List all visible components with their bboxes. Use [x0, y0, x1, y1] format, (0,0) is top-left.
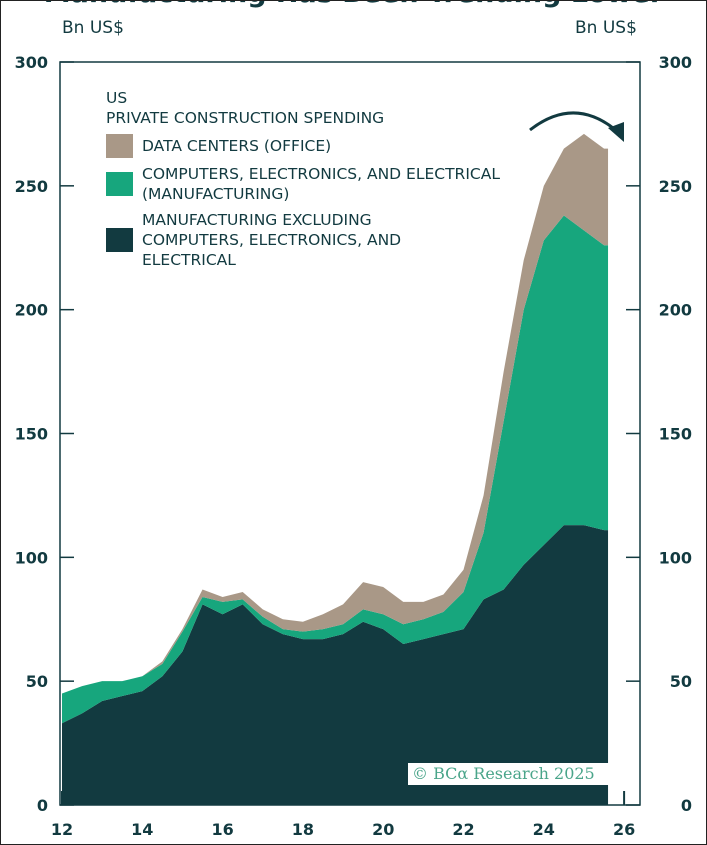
y-tick-label-right: 200: [659, 301, 692, 320]
y-tick-label-right: 100: [659, 548, 692, 567]
y-tick-label-left: 50: [26, 672, 48, 691]
y-tick-label-right: 250: [659, 177, 692, 196]
x-tick-label: 26: [613, 820, 635, 839]
x-tick-label: 12: [51, 820, 73, 839]
legend-swatch: [106, 134, 133, 158]
y-tick-label-right: 0: [681, 796, 692, 815]
y-tick-label-left: 150: [15, 425, 48, 444]
y-tick-label-left: 200: [15, 301, 48, 320]
area-data-centers: [62, 133, 609, 694]
y-axis-label-left: Bn US$: [62, 18, 124, 38]
x-tick-label: 16: [211, 820, 233, 839]
area-manufacturing-ex: [62, 525, 609, 805]
trend-arrow-icon: [529, 111, 619, 134]
chart-title: Manufacturing Has Been Trending Lower: [0, 0, 707, 9]
x-tick-label: 20: [372, 820, 394, 839]
legend-title-line-1: US: [106, 89, 128, 107]
y-tick-label-left: 0: [37, 796, 48, 815]
legend: US PRIVATE CONSTRUCTION SPENDING DATA CE…: [106, 88, 532, 270]
legend-label: COMPUTERS, ELECTRONICS, AND ELECTRICAL (…: [142, 165, 500, 203]
y-tick-label-right: 300: [659, 53, 692, 72]
x-tick-label: 24: [533, 820, 555, 839]
legend-item-data-centers: DATA CENTERS (OFFICE): [106, 134, 532, 158]
legend-swatch: [106, 172, 133, 196]
y-tick-label-left: 300: [15, 53, 48, 72]
y-tick-label-right: 50: [670, 672, 692, 691]
legend-swatch: [106, 228, 133, 252]
legend-label: MANUFACTURING EXCLUDING COMPUTERS, ELECT…: [142, 211, 402, 269]
x-tick-label: 22: [452, 820, 474, 839]
y-tick-label-left: 100: [15, 548, 48, 567]
y-tick-label-right: 150: [659, 425, 692, 444]
watermark: © BCα Research 2025: [408, 763, 610, 785]
legend-label: DATA CENTERS (OFFICE): [142, 137, 332, 155]
area-computers-electronics: [62, 215, 609, 724]
legend-title-line-2: PRIVATE CONSTRUCTION SPENDING: [106, 109, 385, 127]
legend-item-manufacturing-ex: MANUFACTURING EXCLUDING COMPUTERS, ELECT…: [106, 210, 532, 270]
legend-item-computers: COMPUTERS, ELECTRONICS, AND ELECTRICAL (…: [106, 164, 532, 204]
arrow-head-icon: [608, 122, 624, 142]
x-tick-label: 18: [292, 820, 314, 839]
y-axis-label-right: Bn US$: [575, 18, 637, 38]
y-tick-label-left: 250: [15, 177, 48, 196]
x-tick-label: 14: [131, 820, 153, 839]
